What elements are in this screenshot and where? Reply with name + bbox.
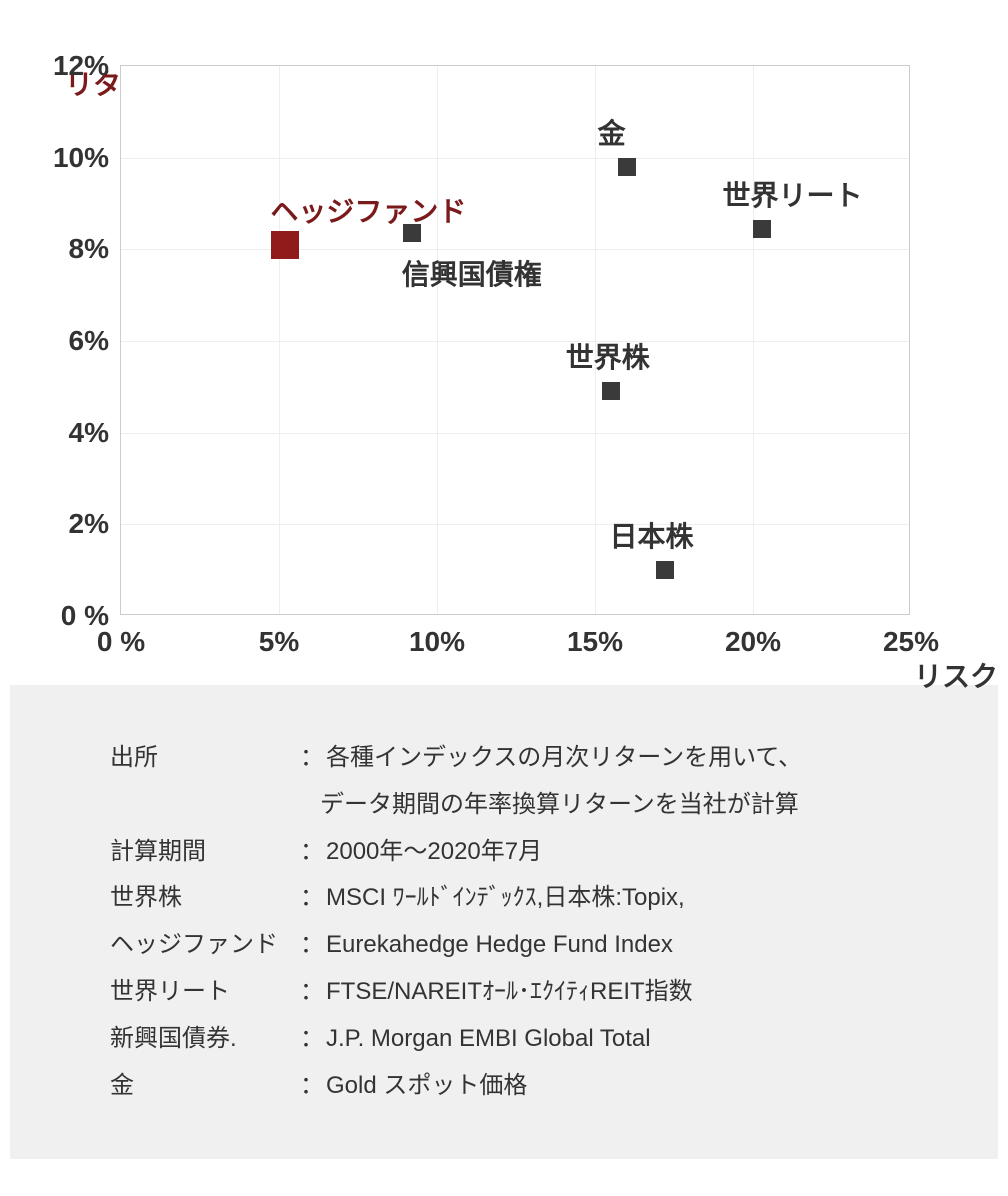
gridline-v: [437, 66, 438, 614]
y-tick-label: 12%: [53, 50, 109, 82]
point-world-equity: [602, 382, 620, 400]
note-label: 計算期間: [110, 829, 300, 876]
point-label-world-reit: 世界リート: [722, 174, 862, 214]
x-tick-label: 10%: [409, 626, 465, 658]
note-row: 金：Gold スポット価格: [110, 1063, 898, 1110]
note-colon: ：: [300, 829, 326, 876]
note-row: 計算期間：2000年〜2020年7月: [110, 829, 898, 876]
y-tick-label: 4%: [69, 417, 109, 449]
point-label-world-equity: 世界株: [566, 336, 650, 376]
note-value-cont: データ期間の年率換算リターンを当社が計算: [110, 782, 898, 829]
x-tick-label: 20%: [725, 626, 781, 658]
gridline-h: [121, 524, 909, 525]
gridline-h: [121, 341, 909, 342]
gridline-h: [121, 249, 909, 250]
note-value: MSCI ﾜｰﾙﾄﾞｲﾝﾃﾞｯｸｽ,日本株:Topix,: [326, 875, 898, 922]
point-japan-equity: [656, 561, 674, 579]
risk-return-chart: リターン 0 %5%10%15%20%25%0 %2%4%6%8%10%12%ヘ…: [10, 65, 998, 655]
x-tick-label: 25%: [883, 626, 939, 658]
point-label-em-bonds: 信興国債権: [402, 253, 542, 293]
point-label-gold: 金: [598, 112, 626, 152]
note-label: 世界株: [110, 875, 300, 922]
point-em-bonds: [403, 224, 421, 242]
note-value: Eurekahedge Hedge Fund Index: [326, 922, 898, 969]
point-gold: [618, 158, 636, 176]
note-label: ヘッジファンド: [110, 922, 300, 969]
x-axis-title: リスク: [914, 655, 998, 695]
point-hedge-fund: [271, 231, 299, 259]
gridline-h: [121, 433, 909, 434]
note-value: Gold スポット価格: [326, 1063, 898, 1110]
y-tick-label: 10%: [53, 142, 109, 174]
y-tick-label: 8%: [69, 233, 109, 265]
page: リターン 0 %5%10%15%20%25%0 %2%4%6%8%10%12%ヘ…: [0, 0, 1008, 1159]
note-colon: ：: [300, 922, 326, 969]
note-value: FTSE/NAREITｵｰﾙ･ｴｸｲﾃｨREIT指数: [326, 969, 898, 1016]
note-colon: ：: [300, 1016, 326, 1063]
note-row: 新興国債券.：J.P. Morgan EMBI Global Total: [110, 1016, 898, 1063]
note-row: 世界リート：FTSE/NAREITｵｰﾙ･ｴｸｲﾃｨREIT指数: [110, 969, 898, 1016]
note-value: 各種インデックスの月次リターンを用いて、: [326, 735, 898, 782]
note-colon: ：: [300, 735, 326, 782]
plot-area: 0 %5%10%15%20%25%0 %2%4%6%8%10%12%ヘッジファン…: [120, 65, 910, 615]
note-label: 世界リート: [110, 969, 300, 1016]
point-label-hedge-fund: ヘッジファンド: [270, 190, 466, 230]
y-tick-label: 6%: [69, 325, 109, 357]
note-label: 新興国債券.: [110, 1016, 300, 1063]
note-value: J.P. Morgan EMBI Global Total: [326, 1016, 898, 1063]
gridline-v: [753, 66, 754, 614]
x-tick-label: 15%: [567, 626, 623, 658]
point-label-japan-equity: 日本株: [610, 515, 694, 555]
y-tick-label: 2%: [69, 508, 109, 540]
note-label: 出所: [110, 735, 300, 782]
gridline-h: [121, 158, 909, 159]
note-value: 2000年〜2020年7月: [326, 829, 898, 876]
note-row: 世界株：MSCI ﾜｰﾙﾄﾞｲﾝﾃﾞｯｸｽ,日本株:Topix,: [110, 875, 898, 922]
notes-panel: 出所：各種インデックスの月次リターンを用いて、データ期間の年率換算リターンを当社…: [10, 685, 998, 1159]
point-world-reit: [753, 220, 771, 238]
x-tick-label: 5%: [259, 626, 299, 658]
gridline-v: [279, 66, 280, 614]
note-row: ヘッジファンド：Eurekahedge Hedge Fund Index: [110, 922, 898, 969]
note-colon: ：: [300, 1063, 326, 1110]
note-label: 金: [110, 1063, 300, 1110]
y-tick-label: 0 %: [61, 600, 109, 632]
note-colon: ：: [300, 875, 326, 922]
note-colon: ：: [300, 969, 326, 1016]
note-row: 出所：各種インデックスの月次リターンを用いて、: [110, 735, 898, 782]
plot-container: 0 %5%10%15%20%25%0 %2%4%6%8%10%12%ヘッジファン…: [120, 65, 998, 615]
